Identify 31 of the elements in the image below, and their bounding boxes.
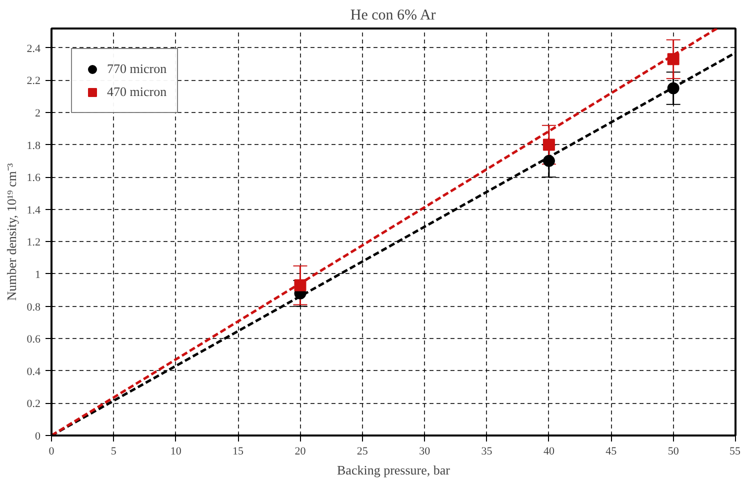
legend-label: 470 micron	[107, 84, 167, 100]
x-tick-label: 5	[110, 446, 117, 458]
y-tick-label: 1.6	[26, 172, 41, 184]
x-tick-label: 45	[606, 446, 618, 458]
y-tick-label: 1	[35, 268, 40, 281]
point	[542, 138, 555, 151]
x-tick-label: 0	[48, 446, 55, 458]
y-tick-label: 0	[35, 430, 41, 442]
y-tick-label: 1.4	[26, 204, 41, 216]
x-tick-label: 35	[481, 446, 493, 458]
y-tick-label: 0.4	[26, 366, 41, 378]
legend-label: 770 micron	[107, 61, 167, 77]
y-tick-label: 1.2	[26, 236, 40, 249]
y-axis-title: Number density, 10¹⁹ cm⁻³	[4, 163, 19, 301]
x-tick-label: 30	[419, 446, 431, 458]
x-tick-label: 40	[543, 446, 555, 458]
y-tick-label: 2.2	[26, 75, 40, 88]
y-tick-label: 0.8	[26, 301, 41, 314]
chart-title: He con 6% Ar	[350, 8, 436, 24]
x-tick-label: 10	[170, 446, 182, 458]
y-tick-label: 2	[35, 107, 40, 120]
x-tick-label: 20	[294, 446, 306, 458]
y-tick-label: 2.4	[26, 42, 41, 55]
x-tick-label: 15	[232, 446, 244, 458]
x-tick-label: 25	[356, 446, 368, 458]
x-tick-label: 50	[668, 446, 680, 458]
x-tick-label: 55	[730, 446, 741, 458]
y-tick-label: 0.6	[26, 334, 41, 346]
y-tick-label: 0.2	[26, 398, 40, 410]
x-axis-title: Backing pressure, bar	[337, 462, 451, 478]
y-tick-label: 1.8	[26, 140, 41, 152]
